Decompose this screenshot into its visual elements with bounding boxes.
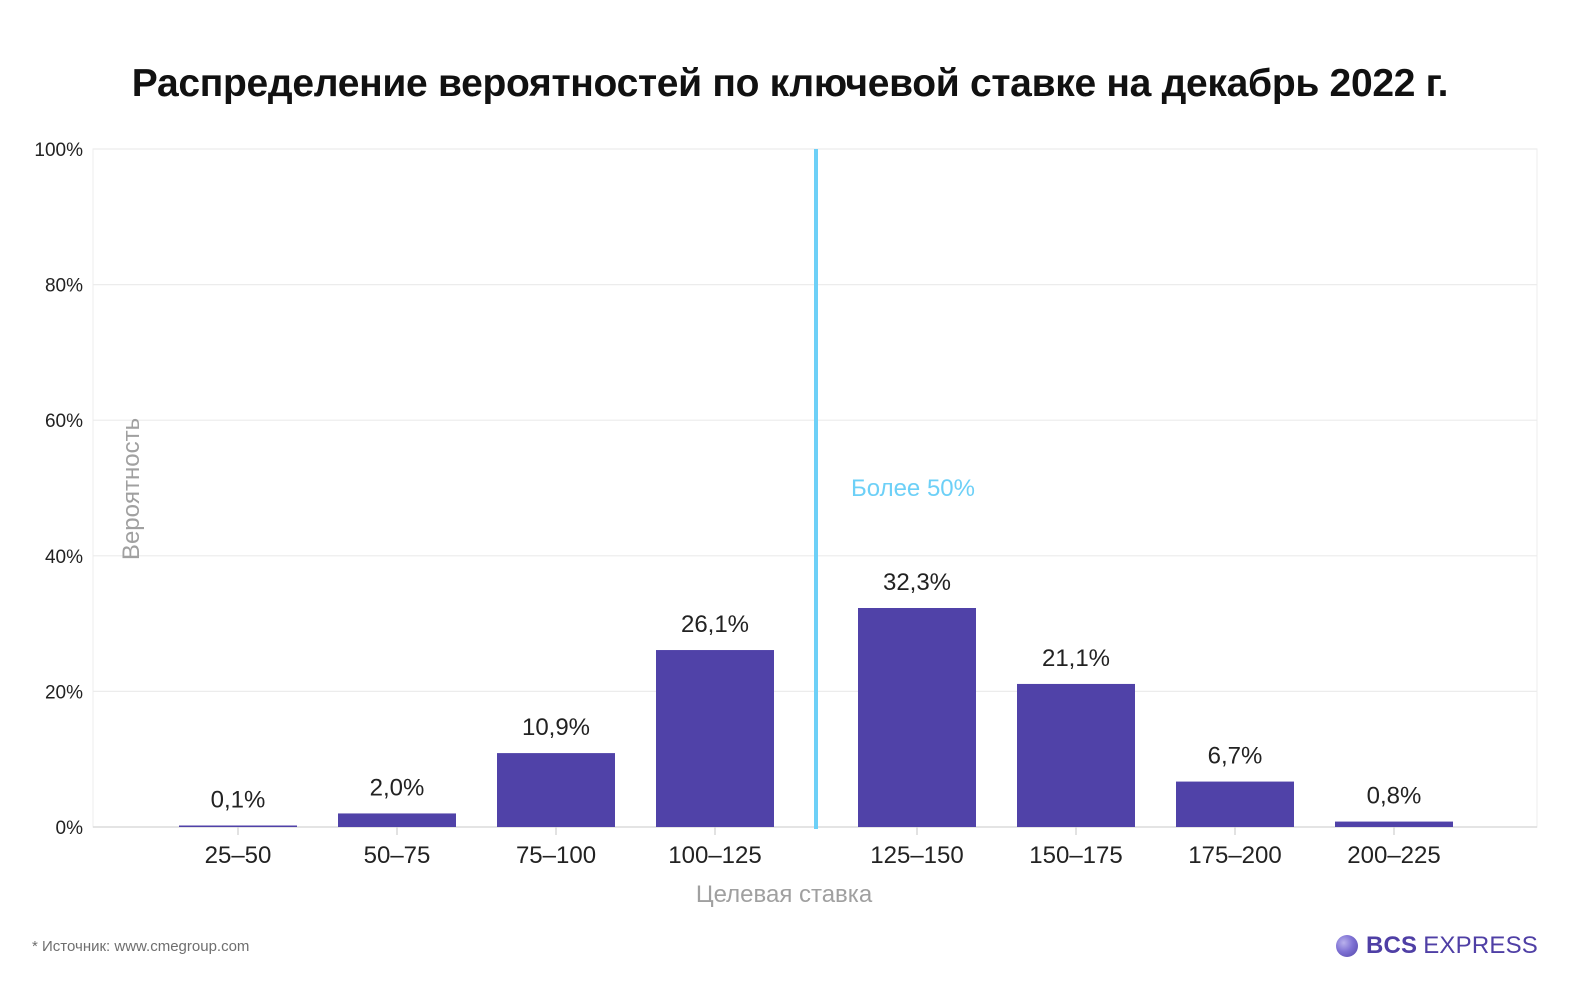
y-tick-label: 20% (45, 682, 83, 703)
bcs-logo-icon (1335, 935, 1358, 957)
bar-value-label: 6,7% (1208, 743, 1263, 770)
y-tick-label: 80% (45, 276, 83, 297)
x-category-label: 25–50 (205, 842, 272, 869)
bar (1335, 821, 1453, 827)
x-axis-categories: 25–50 50–75 75–100 100–125 125–150 150–175 175… (205, 827, 1441, 869)
bar (1176, 781, 1294, 827)
bar-value-label: 2,0% (370, 774, 425, 801)
bar-value-label: 0,1% (211, 787, 266, 814)
x-category-label: 50–75 (364, 842, 431, 869)
x-category-label: 125–150 (870, 842, 963, 869)
y-tick-label: 0% (56, 818, 84, 839)
x-category-label: 150–175 (1029, 842, 1122, 869)
bar-value-label: 21,1% (1042, 645, 1110, 672)
bar (656, 650, 774, 827)
bars (179, 608, 1453, 827)
x-category-label: 75–100 (516, 842, 596, 869)
bar-value-label: 0,8% (1367, 783, 1422, 810)
bcs-express-logo: BCS EXPRESS (1335, 932, 1538, 960)
y-axis-title: Вероятность (118, 418, 145, 560)
bar-value-label: 10,9% (522, 714, 590, 741)
logo-product: EXPRESS (1423, 932, 1538, 959)
logo-brand: BCS (1365, 932, 1418, 959)
chart-title: Распределение вероятностей по ключевой с… (131, 62, 1449, 105)
y-axis-ticks: 0% 20% 40% 60% 80% 100% (34, 140, 83, 839)
data-labels: 0,1% 2,0% 10,9% 26,1% 32,3% 21,1% 6,7% 0,8% (211, 569, 1422, 813)
bar (858, 608, 976, 827)
x-axis-title: Целевая ставка (696, 881, 873, 908)
bar (497, 753, 615, 827)
bar (179, 825, 297, 827)
x-category-label: 175–200 (1188, 842, 1281, 869)
bar-value-label: 26,1% (681, 611, 749, 638)
y-tick-label: 100% (34, 140, 83, 161)
y-tick-label: 40% (45, 547, 83, 568)
source-note: * Источник: www.cmegroup.com (32, 938, 250, 955)
bar (1017, 683, 1135, 827)
x-category-label: 200–225 (1347, 842, 1440, 869)
bar-value-label: 32,3% (883, 569, 951, 596)
bar (338, 813, 456, 827)
threshold-annotation: Более 50% (851, 475, 975, 502)
y-tick-label: 60% (45, 411, 83, 432)
x-category-label: 100–125 (668, 842, 761, 869)
